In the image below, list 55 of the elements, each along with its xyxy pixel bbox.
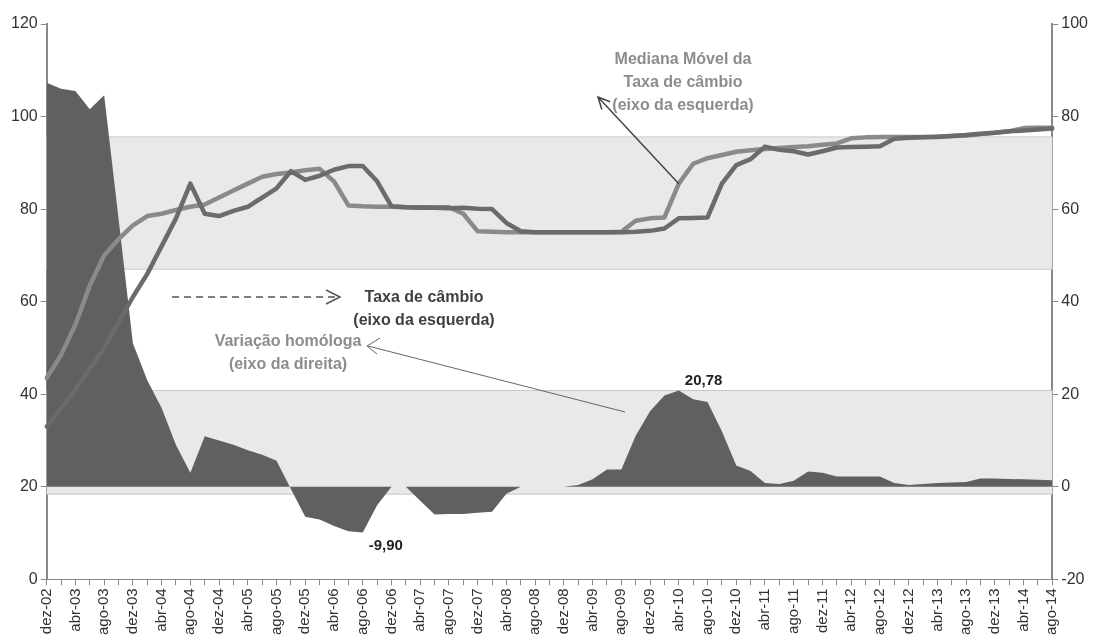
x-tick-label: dez-05 <box>295 588 313 635</box>
x-tick-label: abr-04 <box>151 588 169 632</box>
x-tick-label: abr-10 <box>668 588 686 632</box>
y2-tick-label: 80 <box>1061 106 1080 124</box>
x-tick-label: ago-09 <box>611 588 629 636</box>
x-tick-label: dez-03 <box>123 588 141 635</box>
x-tick-label: ago-07 <box>439 588 457 636</box>
x-tick-label: abr-03 <box>65 588 83 632</box>
x-tick-label: dez-08 <box>554 588 572 635</box>
x-tick-label: ago-13 <box>956 588 974 636</box>
y-tick-label: 0 <box>28 569 38 587</box>
x-tick-label: abr-06 <box>324 588 342 632</box>
x-tick-label: dez-12 <box>898 588 916 635</box>
x-tick-label: dez-10 <box>726 588 744 635</box>
x-tick-label: dez-11 <box>812 588 830 634</box>
y-tick-label: 120 <box>10 14 38 32</box>
y-tick-label: 80 <box>19 199 38 217</box>
x-tick-label: abr-07 <box>410 588 428 632</box>
x-tick-label: ago-04 <box>180 588 198 636</box>
y-tick-label: 20 <box>19 477 38 495</box>
x-tick-label: ago-06 <box>352 588 370 636</box>
x-tick-label: ago-10 <box>697 588 715 636</box>
y2-tick-label: 0 <box>1061 477 1071 495</box>
x-tick-label: abr-12 <box>841 588 859 632</box>
x-tick-label: ago-11 <box>783 588 801 634</box>
x-tick-label: ago-14 <box>1042 588 1060 636</box>
data-label: 20,78 <box>684 371 723 389</box>
y-tick-label: 40 <box>19 384 38 402</box>
x-tick-label: abr-05 <box>237 588 255 632</box>
x-tick-label: ago-05 <box>266 588 284 636</box>
annotation: Variação homóloga (eixo da direita) <box>214 332 362 373</box>
y2-tick-label: 100 <box>1061 14 1089 32</box>
x-tick-label: dez-09 <box>640 588 658 635</box>
y2-tick-label: 40 <box>1061 292 1080 310</box>
x-tick-label: abr-11 <box>755 588 773 631</box>
x-tick-label: abr-13 <box>927 588 945 632</box>
y2-tick-label: -20 <box>1061 569 1085 587</box>
x-tick-label: dez-07 <box>467 588 485 635</box>
annotation: Mediana Móvel da Taxa de câmbio (eixo da esquerda) <box>612 50 754 114</box>
y2-tick-label: 60 <box>1061 199 1080 217</box>
x-tick-label: ago-12 <box>870 588 888 636</box>
x-tick-label: dez-02 <box>36 588 54 635</box>
x-tick-label: abr-14 <box>1013 588 1031 632</box>
x-tick-label: dez-04 <box>209 588 227 635</box>
data-label: -9,90 <box>368 536 403 554</box>
y-tick-label: 60 <box>19 292 38 310</box>
x-tick-label: ago-08 <box>525 588 543 636</box>
x-tick-label: dez-13 <box>984 588 1002 635</box>
x-tick-label: abr-08 <box>496 588 514 632</box>
annotation: Taxa de câmbio (eixo da esquerda) <box>353 288 495 329</box>
x-tick-label: dez-06 <box>381 588 399 635</box>
x-tick-label: ago-03 <box>94 588 112 636</box>
y-tick-label: 100 <box>10 106 38 124</box>
x-tick-label: abr-09 <box>582 588 600 632</box>
y2-tick-label: 20 <box>1061 384 1080 402</box>
